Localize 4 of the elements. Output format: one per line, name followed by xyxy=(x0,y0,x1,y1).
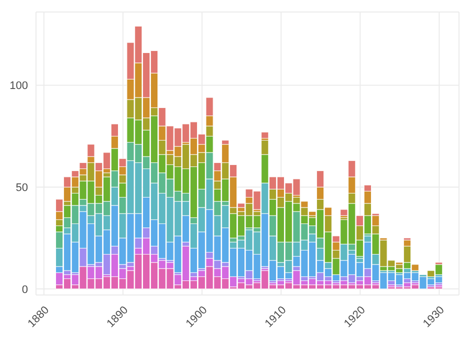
bar xyxy=(261,132,269,138)
y-tick-label: 0 xyxy=(22,284,28,296)
y-tick-label: 50 xyxy=(16,182,28,194)
y-tick-label: 100 xyxy=(10,80,28,92)
